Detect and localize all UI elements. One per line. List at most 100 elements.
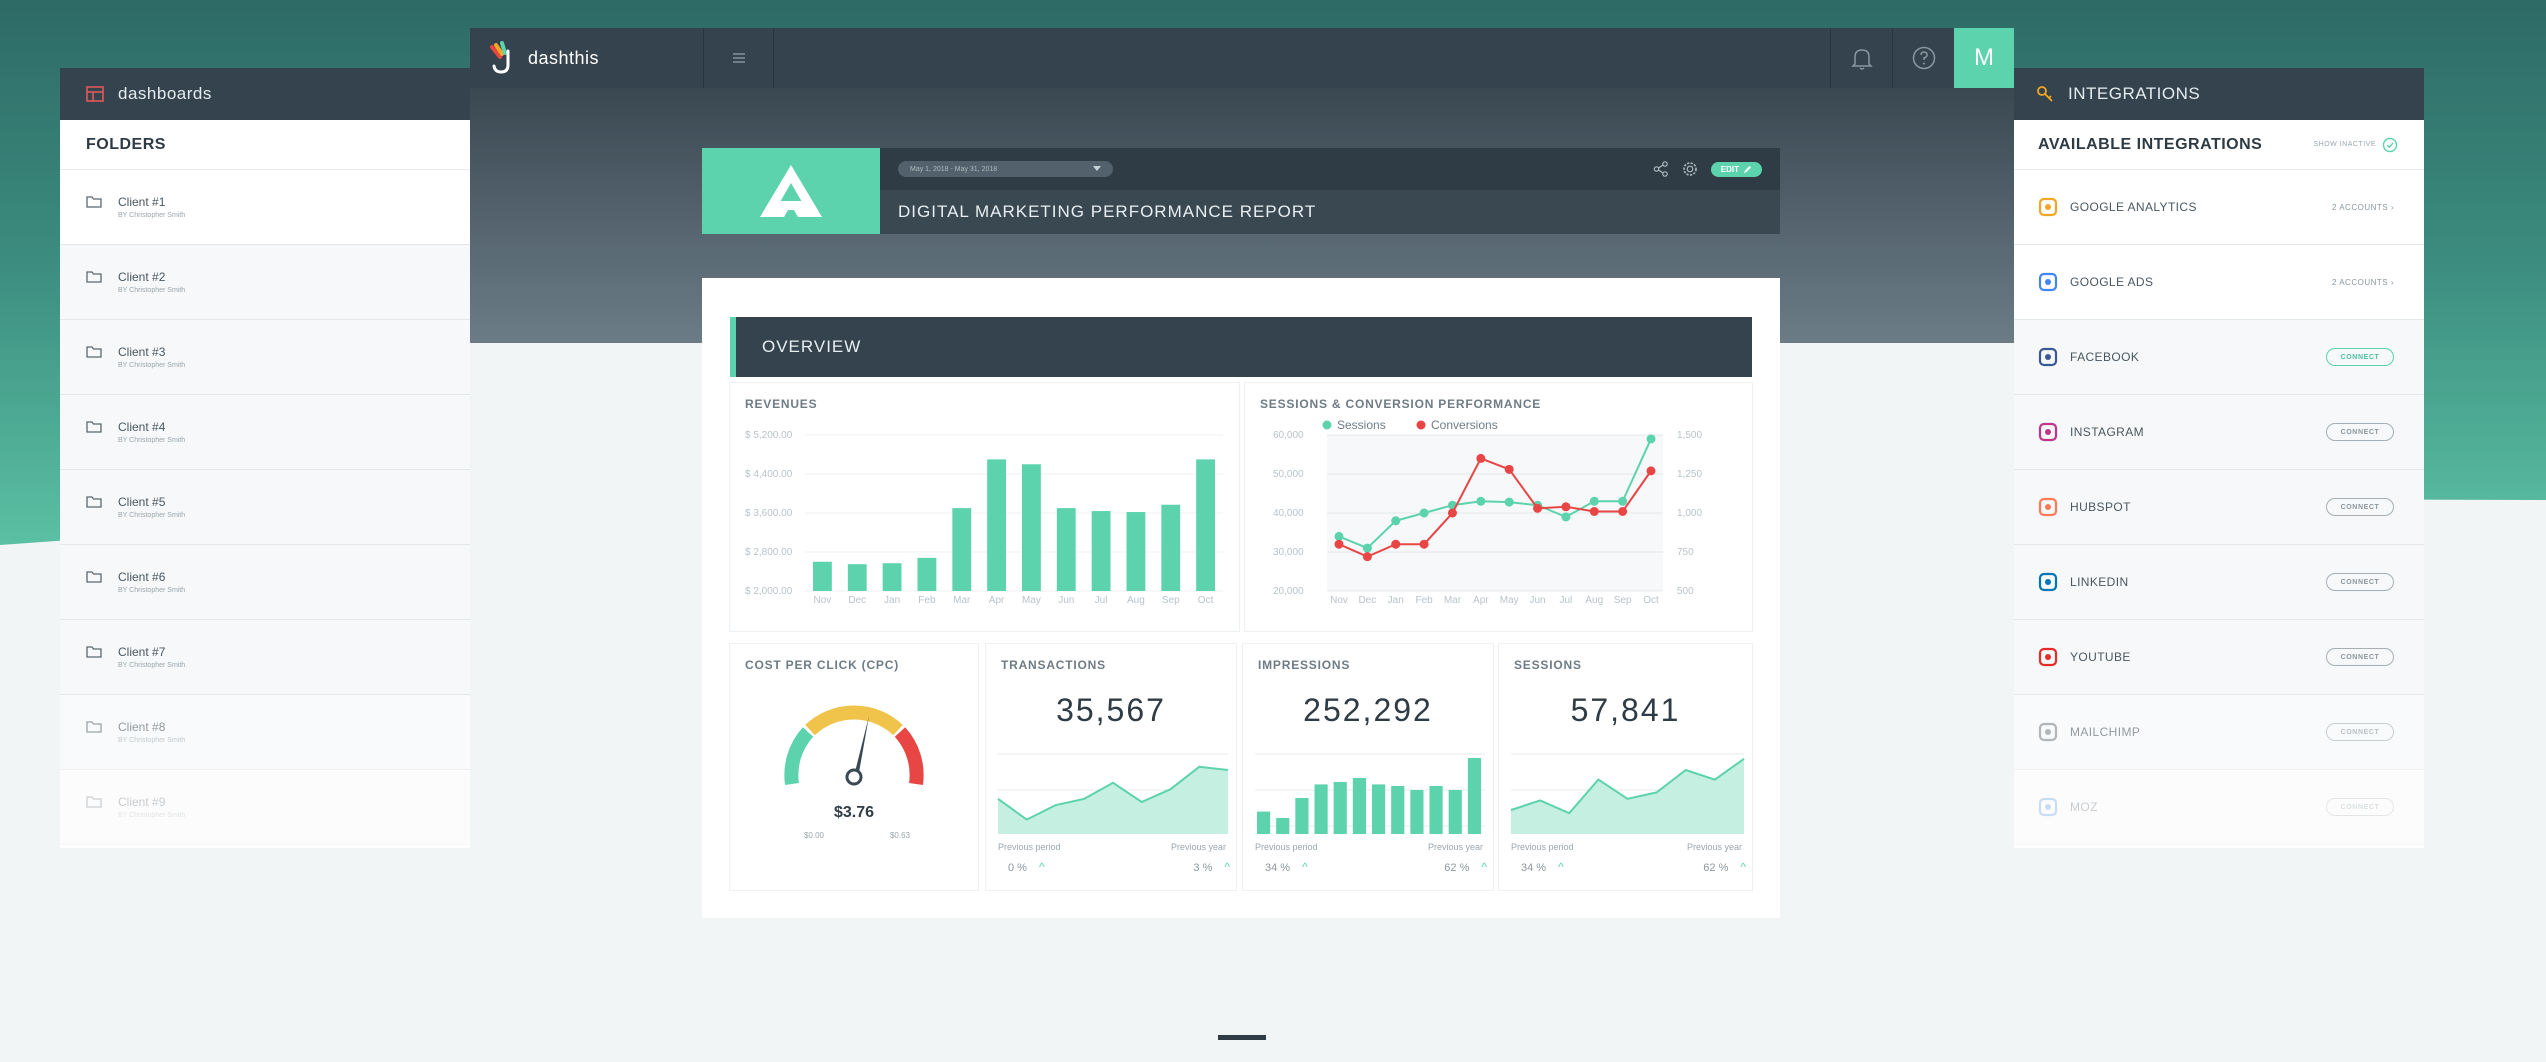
y-left-tick-label: 30,000	[1273, 547, 1304, 558]
x-tick-label: Oct	[1643, 595, 1659, 606]
impressions-widget[interactable]: IMPRESSIONS 252,292 Previous period Previ…	[1243, 644, 1493, 890]
integration-name: HUBSPOT	[2070, 500, 2131, 514]
date-range-text: May 1, 2018 - May 31, 2018	[910, 165, 998, 173]
integration-name: FACEBOOK	[2070, 350, 2140, 364]
accounts-link[interactable]: 2 ACCOUNTS ›	[2331, 202, 2394, 212]
date-range-selector[interactable]: May 1, 2018 - May 31, 2018	[898, 161, 1113, 177]
series-point	[1504, 497, 1514, 507]
integration-item[interactable]: YOUTUBE CONNECT	[2012, 620, 2424, 695]
brand-logo[interactable]: dashthis	[470, 28, 704, 88]
folder-item[interactable]: Client #6 BY Christopher Smith	[60, 545, 480, 620]
x-tick-label: Nov	[1330, 595, 1348, 606]
share-icon[interactable]	[1653, 161, 1669, 177]
series-point	[1589, 496, 1599, 506]
settings-gear-icon[interactable]	[1681, 160, 1699, 178]
help-button[interactable]	[1892, 28, 1954, 88]
integration-item[interactable]: INSTAGRAM CONNECT	[2012, 395, 2424, 470]
user-avatar[interactable]: M	[1954, 28, 2014, 88]
cpc-max-label: $0.63	[890, 831, 911, 840]
sessions-prev-pct: 34 %	[1521, 862, 1547, 874]
accounts-link[interactable]: 2 ACCOUNTS ›	[2331, 277, 2394, 287]
folder-item[interactable]: Client #4 BY Christopher Smith	[60, 395, 480, 470]
folder-owner: BY Christopher Smith	[118, 212, 186, 219]
sessions-conversion-widget[interactable]: SESSIONS & CONVERSION PERFORMANCE 60,000…	[1245, 383, 1752, 631]
edit-button[interactable]: EDIT	[1710, 161, 1762, 177]
connect-button[interactable]: CONNECT	[2326, 573, 2394, 591]
area-fill	[1511, 758, 1744, 834]
folder-item[interactable]: Client #8 BY Christopher Smith	[60, 695, 480, 770]
connect-button[interactable]: CONNECT	[2326, 723, 2394, 741]
gauge-segment-red	[894, 727, 924, 785]
transactions-widget[interactable]: TRANSACTIONS 35,567 Previous period Previ…	[986, 644, 1236, 890]
previous-period-label: Previous period	[1255, 842, 1318, 852]
connect-button[interactable]: CONNECT	[2326, 423, 2394, 441]
arrow-up-icon: ^	[1740, 860, 1746, 874]
folder-item[interactable]: Client #5 BY Christopher Smith	[60, 470, 480, 545]
revenues-widget[interactable]: REVENUES $ 5,200.00 $ 4,400.00 $ 3,600.00 $…	[730, 383, 1239, 631]
previous-year-label: Previous year	[1170, 842, 1226, 852]
cpc-title: COST PER CLICK (CPC)	[745, 658, 899, 672]
hubspot-icon	[2038, 497, 2058, 517]
arrow-up-icon: ^	[1481, 860, 1487, 874]
folder-text: Client #3 BY Christopher Smith	[118, 345, 185, 369]
notifications-button[interactable]	[1830, 28, 1892, 88]
integration-item[interactable]: MAILCHIMP CONNECT	[2012, 695, 2424, 770]
folder-item[interactable]: Client #1 BY Christopher Smith	[60, 170, 480, 245]
previous-year-label: Previous year	[1427, 842, 1483, 852]
series-point	[1476, 453, 1486, 463]
sessions-value: 57,841	[1570, 692, 1681, 728]
integration-name: MAILCHIMP	[2070, 725, 2141, 739]
impression-bar	[1467, 758, 1481, 834]
gauge-segment-green	[784, 727, 814, 785]
menu-toggle[interactable]	[704, 28, 774, 88]
folder-name: Client #9	[118, 795, 166, 809]
integration-item[interactable]: GOOGLE ANALYTICS 2 ACCOUNTS ›	[2012, 170, 2424, 245]
impression-bar	[1295, 798, 1309, 834]
integration-item[interactable]: FACEBOOK CONNECT	[2012, 320, 2424, 395]
impressions-prev-pct: 34 %	[1265, 862, 1291, 874]
x-tick-label: Jan	[884, 595, 900, 606]
x-tick-label: May	[1500, 595, 1519, 606]
gauge-segment-yellow	[805, 705, 903, 736]
folder-item[interactable]: Client #3 BY Christopher Smith	[60, 320, 480, 395]
connect-button[interactable]: CONNECT	[2326, 798, 2394, 816]
y-tick-label: $ 3,600.00	[745, 508, 793, 519]
impressions-bar-chart	[1255, 753, 1485, 834]
y-right-tick-label: 750	[1677, 547, 1694, 558]
series-line	[1338, 438, 1652, 550]
folder-item[interactable]: Client #7 BY Christopher Smith	[60, 620, 480, 695]
connect-button[interactable]: CONNECT	[2326, 348, 2394, 366]
series-point	[1447, 508, 1457, 518]
folder-item[interactable]: Client #2 BY Christopher Smith	[60, 245, 480, 320]
cpc-widget[interactable]: COST PER CLICK (CPC) $3.76 $0.00 $0.63	[730, 644, 978, 890]
integration-name: GOOGLE ANALYTICS	[2070, 200, 2197, 214]
folder-icon	[86, 421, 102, 433]
integration-item[interactable]: LINKEDIN CONNECT	[2012, 545, 2424, 620]
report-title: DIGITAL MARKETING PERFORMANCE REPORT	[880, 190, 1780, 234]
x-tick-label: Sep	[1162, 595, 1180, 606]
folder-icon	[86, 271, 102, 283]
mailchimp-icon	[2038, 722, 2058, 742]
show-inactive-toggle[interactable]: SHOW INACTIVE	[2313, 137, 2398, 153]
x-tick-label: Sep	[1614, 595, 1632, 606]
sessions-widget[interactable]: SESSIONS 57,841 Previous period Previous …	[1499, 644, 1752, 890]
instagram-icon	[2038, 422, 2058, 442]
hamburger-icon	[732, 53, 745, 63]
integration-item[interactable]: GOOGLE ADS 2 ACCOUNTS ›	[2012, 245, 2424, 320]
y-right-tick-label: 1,250	[1677, 469, 1702, 480]
series-point	[1618, 496, 1628, 506]
transactions-title: TRANSACTIONS	[1001, 658, 1106, 672]
x-tick-label: Jun	[1529, 595, 1545, 606]
connect-button[interactable]: CONNECT	[2326, 498, 2394, 516]
accounts-count: 2 ACCOUNTS	[2331, 277, 2389, 287]
integration-item[interactable]: HUBSPOT CONNECT	[2012, 470, 2424, 545]
folder-item[interactable]: Client #9 BY Christopher Smith	[60, 770, 480, 845]
arrow-up-icon: ^	[1302, 860, 1308, 874]
folder-owner: BY Christopher Smith	[118, 437, 186, 444]
scroll-indicator[interactable]	[1218, 1035, 1266, 1040]
integration-item[interactable]: MOZ CONNECT	[2012, 770, 2424, 845]
folders-heading: FOLDERS	[60, 120, 480, 170]
folder-owner: BY Christopher Smith	[118, 812, 186, 819]
y-tick-label: $ 4,400.00	[745, 469, 793, 480]
connect-button[interactable]: CONNECT	[2326, 648, 2394, 666]
